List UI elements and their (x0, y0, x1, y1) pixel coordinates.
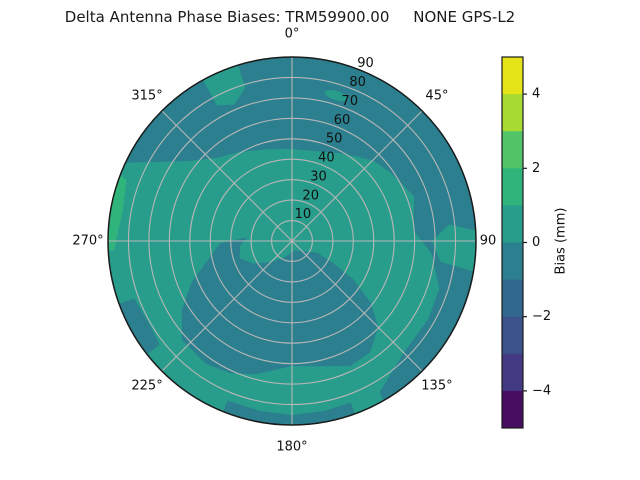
colorbar-segment--4to-3 (502, 353, 523, 392)
colorbar-tick-label-2: 2 (532, 161, 540, 176)
colorbar-segment-2to3 (502, 131, 523, 169)
contour-region-light-island-near-70 (324, 90, 348, 102)
chart-title: Delta Antenna Phase Biases: TRM59900.00 … (64, 8, 516, 26)
contour-region-lower-dark-band (181, 237, 379, 375)
radial-tick-label-30: 30 (310, 169, 327, 184)
radial-tick-label-40: 40 (318, 151, 335, 166)
colorbar-tick-label--2: −2 (532, 309, 551, 324)
angular-tick-label-315: 315° (131, 89, 162, 104)
colorbar-segment-0to1 (502, 205, 523, 243)
radial-tick-label-60: 60 (334, 113, 351, 128)
colorbar-segment--1to0 (502, 242, 523, 281)
contour-region-south-rim-dark-sliver (217, 400, 361, 425)
colorbar-segment-3to4 (502, 94, 523, 132)
colorbar-segment--5to-4 (502, 390, 523, 429)
colorbar-segment--3to-2 (502, 316, 523, 355)
polar-grid-spoke-315 (161, 110, 293, 242)
angular-tick-label-180: 180° (276, 440, 307, 455)
colorbar-segment-4to5 (502, 57, 523, 95)
radial-tick-label-20: 20 (302, 188, 319, 203)
polar-grid-spoke-135 (291, 240, 423, 372)
polar-grid-spoke-225 (161, 240, 293, 372)
radial-tick-label-50: 50 (326, 132, 343, 147)
radial-tick-label-80: 80 (349, 75, 366, 90)
contour-region-upper-dark-band (108, 57, 476, 415)
colorbar-axis-label: Bias (mm) (554, 208, 569, 275)
colorbar-tick-label--4: −4 (532, 383, 551, 398)
polar-spine (107, 56, 477, 426)
angular-tick-label-45: 45° (425, 89, 448, 104)
colorbar-tick-label-4: 4 (532, 87, 540, 102)
polar-grid-spoke-45 (291, 110, 423, 242)
radial-tick-label-90: 90 (357, 56, 374, 71)
angular-tick-label-90: 90 (480, 234, 497, 249)
contour-region-east-light-notch (432, 224, 476, 276)
colorbar-segment--2to-1 (502, 279, 523, 318)
angular-tick-label-270: 270° (72, 234, 103, 249)
radial-tick-label-70: 70 (342, 94, 359, 109)
angular-tick-label-225: 225° (131, 378, 162, 393)
colorbar-segment-1to2 (502, 168, 523, 206)
radial-tick-label-10: 10 (295, 207, 312, 222)
angular-tick-label-135: 135° (421, 378, 452, 393)
angular-tick-label-0: 0° (285, 27, 300, 42)
colorbar-tick-label-0: 0 (532, 235, 540, 250)
